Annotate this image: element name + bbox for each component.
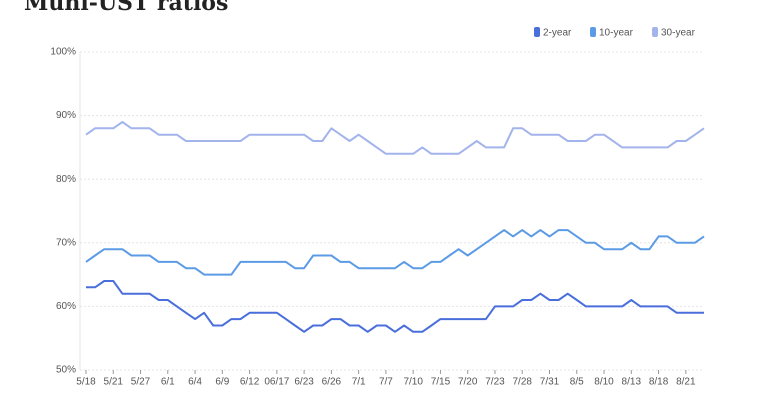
y-tick-label: 90% [56, 110, 76, 121]
legend-swatch [590, 27, 596, 37]
y-tick-label: 70% [56, 237, 76, 248]
x-tick-label: 7/7 [379, 377, 393, 388]
x-tick-label: 7/15 [431, 377, 451, 388]
x-tick-label: 8/18 [649, 377, 669, 388]
x-tick-label: 8/10 [594, 377, 614, 388]
x-tick-label: 8/21 [676, 377, 696, 388]
x-tick-label: 7/10 [403, 377, 423, 388]
legend-label: 2-year [543, 28, 572, 39]
x-tick-label: 6/9 [215, 377, 229, 388]
series-line [85, 121, 705, 155]
legend-swatch [652, 27, 658, 37]
x-tick-label: 6/23 [294, 377, 314, 388]
x-tick-label: 7/28 [513, 377, 533, 388]
x-tick-label: 06/17 [264, 377, 289, 388]
series-line [85, 229, 705, 276]
x-tick-label: 6/12 [240, 377, 260, 388]
x-tick-label: 5/18 [76, 377, 96, 388]
x-tick-label: 8/5 [570, 377, 584, 388]
y-tick-label: 60% [56, 301, 76, 312]
y-tick-label: 100% [50, 47, 76, 58]
x-tick-label: 6/4 [188, 377, 202, 388]
x-tick-label: 7/31 [540, 377, 560, 388]
y-tick-label: 80% [56, 174, 76, 185]
x-tick-label: 5/27 [131, 377, 151, 388]
legend-label: 10-year [599, 28, 634, 39]
legend: 2-year 10-year 30-year [534, 27, 696, 39]
legend-swatch [534, 27, 540, 37]
x-tick-label: 8/13 [622, 377, 642, 388]
legend-label: 30-year [661, 28, 696, 39]
chart-title: Muni-UST ratios [24, 0, 228, 16]
x-tick-label: 6/26 [322, 377, 342, 388]
x-tick-label: 7/20 [458, 377, 478, 388]
x-tick-label: 7/1 [352, 377, 366, 388]
series-line [86, 280, 704, 333]
x-tick-label: 5/21 [104, 377, 124, 388]
x-tick-label: 6/1 [161, 377, 175, 388]
x-tick-label: 7/23 [485, 377, 505, 388]
y-tick-label: 50% [56, 365, 76, 376]
